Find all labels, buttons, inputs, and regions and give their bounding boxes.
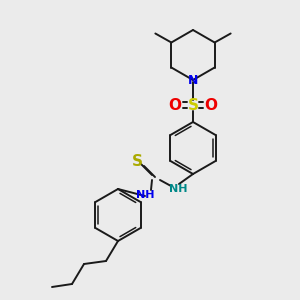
Text: NH: NH: [169, 184, 187, 194]
Text: S: S: [131, 154, 142, 169]
Text: N: N: [188, 74, 198, 86]
Text: O: O: [205, 98, 218, 112]
Text: NH: NH: [136, 190, 154, 200]
Text: O: O: [169, 98, 182, 112]
Text: S: S: [188, 98, 199, 112]
